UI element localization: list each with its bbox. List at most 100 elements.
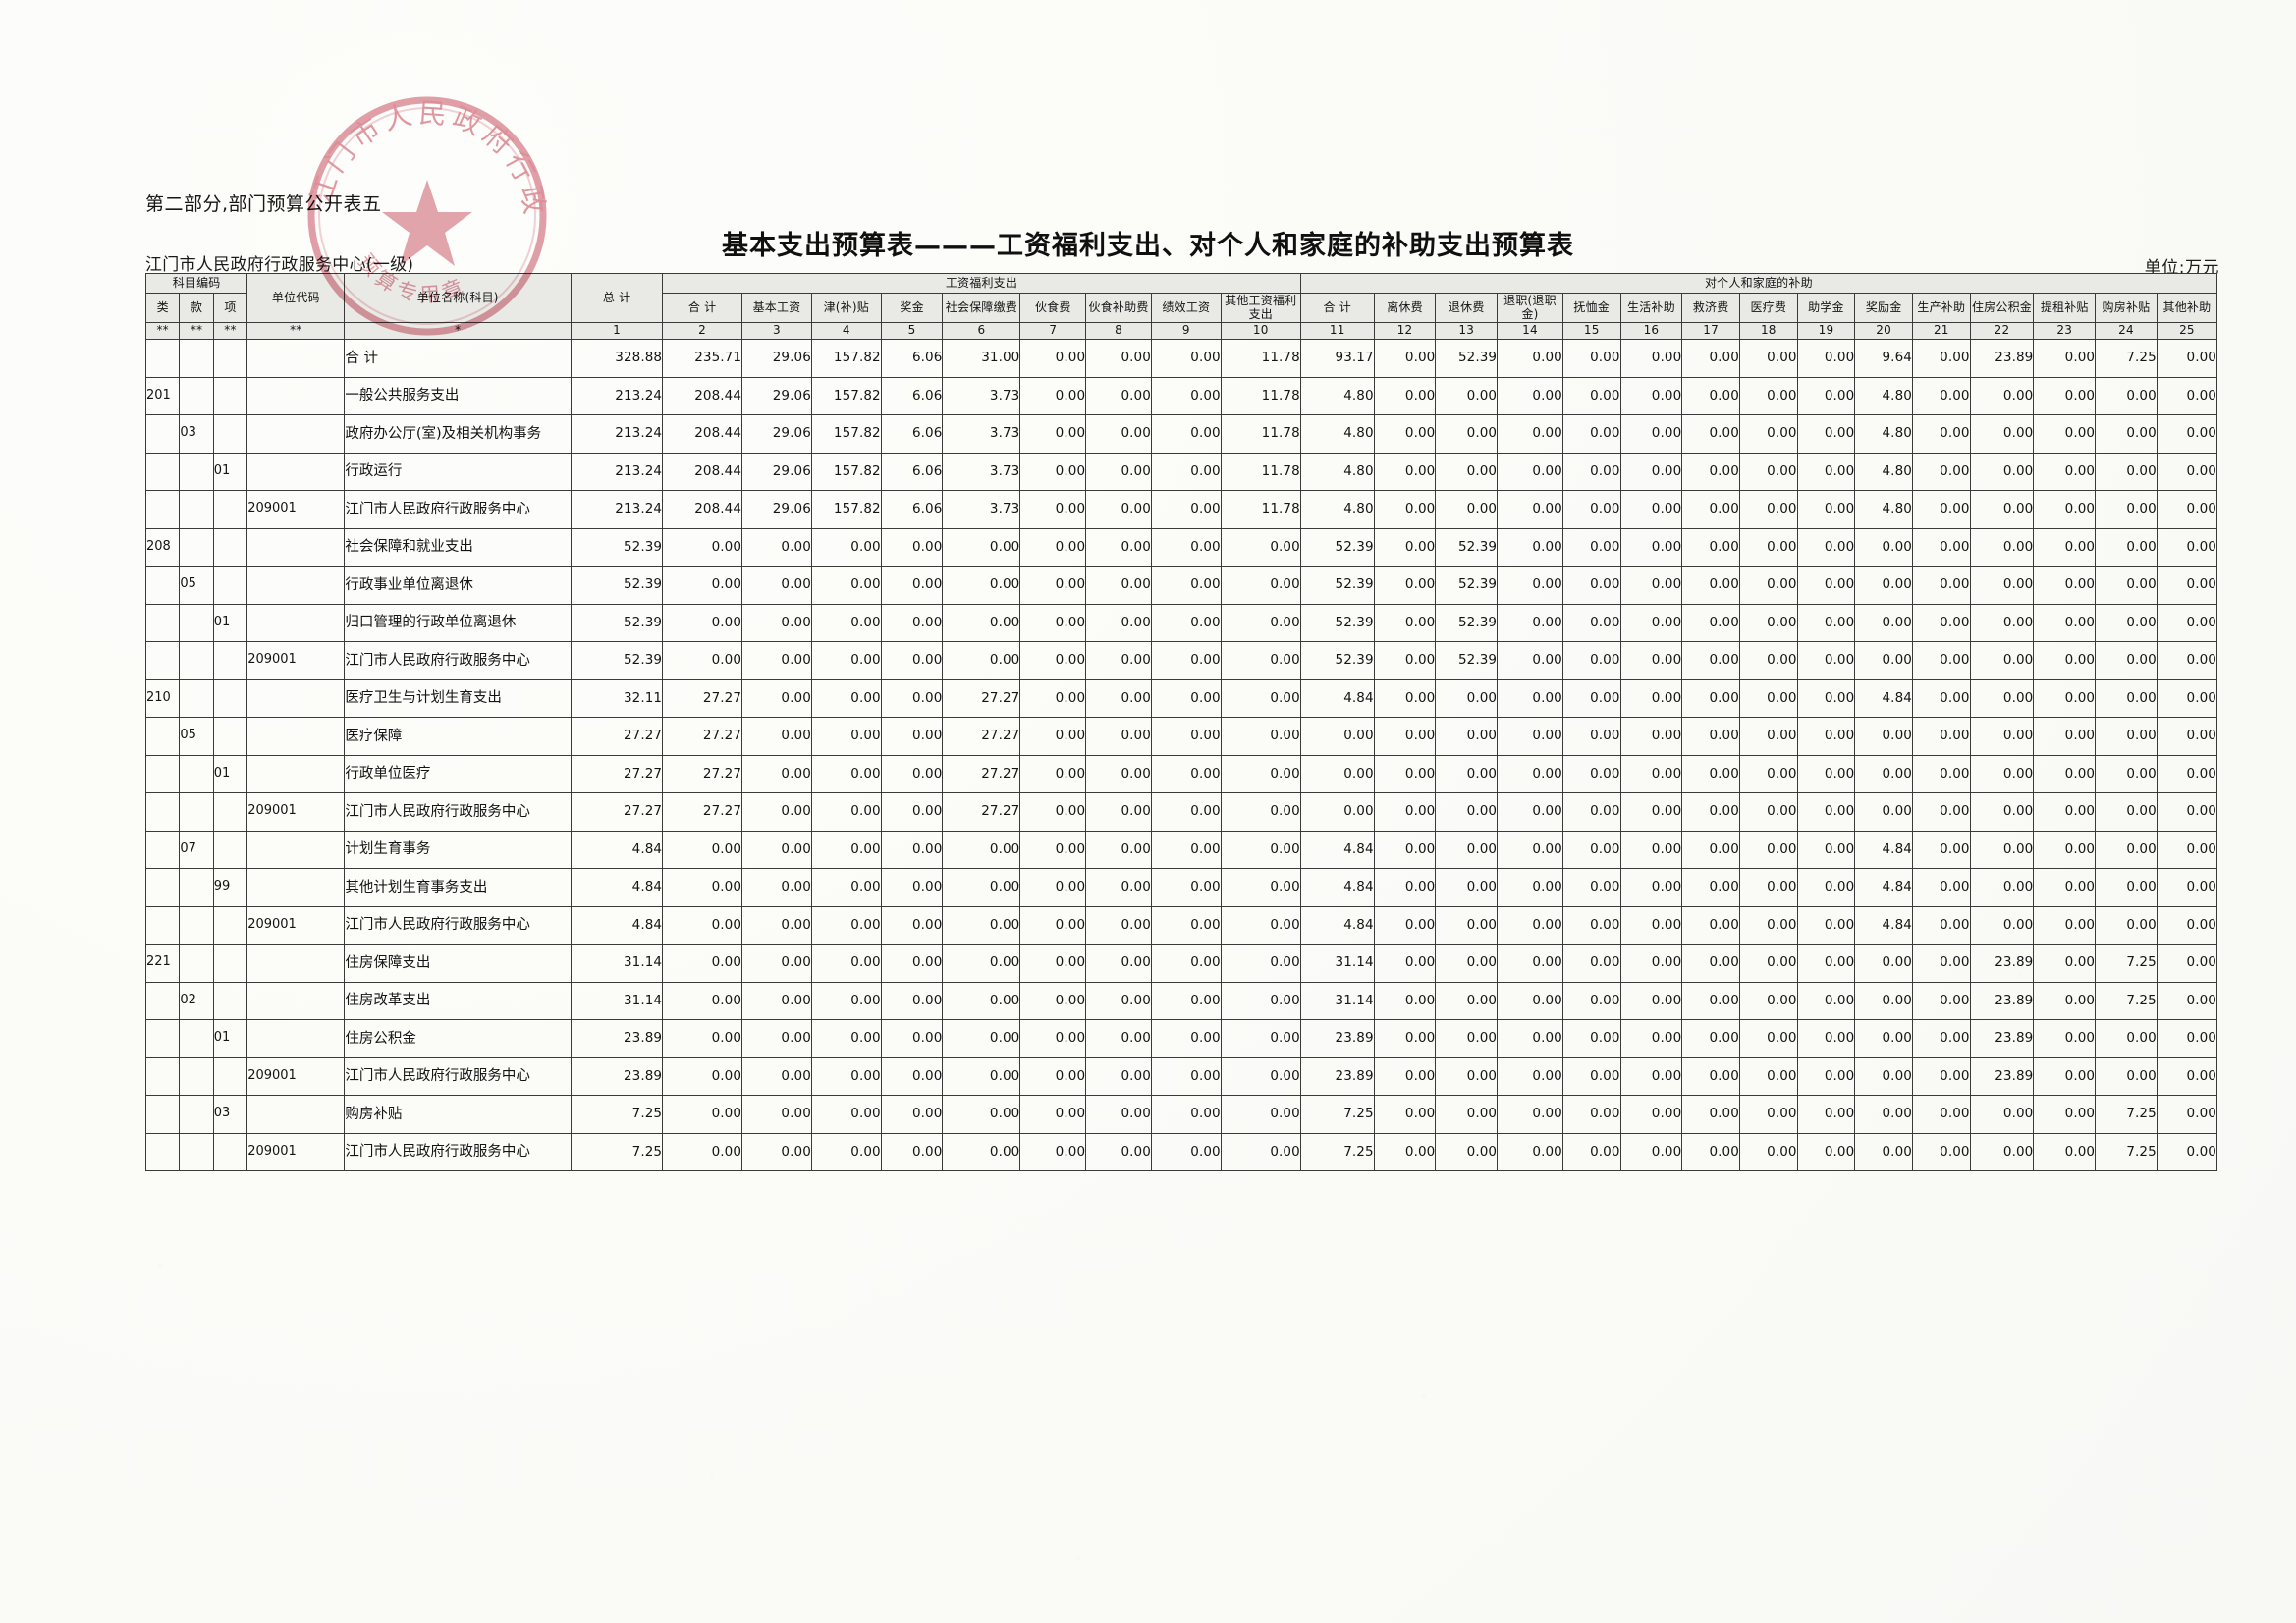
cell-value-col-15: 0.00 <box>1561 678 1621 718</box>
cell-value-col-19: 0.00 <box>1796 641 1856 680</box>
cell-value-col-2: 0.00 <box>662 566 743 605</box>
table-row: 209001 江门市人民政府行政服务中心 23.89 0.00 0.00 0.00 0.00… <box>144 1056 2218 1096</box>
cell-value-col-1: 213.24 <box>571 414 664 454</box>
cell-value-col-22: 0.00 <box>1969 1095 2035 1134</box>
table-row: 221 住房保障支出 31.14 0.00 0.00 0.00 0.00 0.00 0.00 0.… <box>144 944 2218 983</box>
cell-value-col-16: 0.00 <box>1619 754 1683 793</box>
cell-lei: 221 <box>144 944 181 983</box>
cell-value-col-12: 0.00 <box>1373 868 1437 907</box>
cell-value-col-16: 0.00 <box>1619 603 1683 642</box>
cell-value-col-24: 7.25 <box>2095 944 2158 983</box>
cell-value-col-6: 0.00 <box>942 603 1021 642</box>
header-retirement-lixiu: 离休费 <box>1373 293 1437 323</box>
cell-value-col-12: 0.00 <box>1373 717 1437 756</box>
cell-value-col-21: 0.00 <box>1911 1056 1971 1096</box>
cell-value-col-9: 0.00 <box>1150 339 1222 378</box>
cell-value-col-6: 0.00 <box>942 1095 1021 1134</box>
cell-value-col-23: 0.00 <box>2033 981 2097 1020</box>
cell-value-col-10: 0.00 <box>1220 1056 1301 1096</box>
cell-value-col-11: 52.39 <box>1299 641 1375 680</box>
cell-value-col-20: 0.00 <box>1854 527 1913 567</box>
cell-value-col-6: 0.00 <box>942 1056 1021 1096</box>
cell-value-col-2: 27.27 <box>662 792 743 832</box>
cell-value-col-13: 52.39 <box>1435 527 1499 567</box>
cell-value-col-21: 0.00 <box>1911 981 1971 1020</box>
cell-value-col-24: 0.00 <box>2095 527 2158 567</box>
cell-value-col-25: 0.00 <box>2156 452 2218 491</box>
cell-value-col-24: 7.25 <box>2095 981 2158 1020</box>
cell-value-col-16: 0.00 <box>1619 944 1683 983</box>
cell-value-col-8: 0.00 <box>1085 414 1152 454</box>
cell-value-col-18: 0.00 <box>1738 566 1798 605</box>
cell-value-col-14: 0.00 <box>1497 641 1563 680</box>
cell-value-col-7: 0.00 <box>1019 1132 1087 1171</box>
header-medical-fee: 医疗费 <box>1738 293 1798 323</box>
cell-item-name: 江门市人民政府行政服务中心 <box>344 490 573 529</box>
cell-value-col-17: 0.00 <box>1681 868 1740 907</box>
header-award-fund: 奖励金 <box>1854 293 1913 323</box>
header-total: 总 计 <box>571 273 664 323</box>
cell-value-col-23: 0.00 <box>2033 603 2097 642</box>
cell-value-col-24: 0.00 <box>2095 490 2158 529</box>
cell-value-col-4: 157.82 <box>810 414 882 454</box>
cell-value-col-7: 0.00 <box>1019 1056 1087 1096</box>
cell-value-col-19: 0.00 <box>1796 376 1856 415</box>
cell-lei <box>144 868 181 907</box>
cell-lei <box>144 792 181 832</box>
cell-value-col-15: 0.00 <box>1561 944 1621 983</box>
cell-value-col-19: 0.00 <box>1796 868 1856 907</box>
cell-unit-code <box>246 376 346 415</box>
cell-value-col-7: 0.00 <box>1019 1095 1087 1134</box>
cell-value-col-4: 0.00 <box>810 678 882 718</box>
cell-value-col-22: 0.00 <box>1969 905 2035 945</box>
cell-value-col-6: 0.00 <box>942 641 1021 680</box>
cell-value-col-17: 0.00 <box>1681 1019 1740 1058</box>
cell-value-col-6: 0.00 <box>942 1132 1021 1171</box>
cell-value-col-21: 0.00 <box>1911 603 1971 642</box>
cell-value-col-2: 0.00 <box>662 905 743 945</box>
cell-value-col-15: 0.00 <box>1561 792 1621 832</box>
cell-value-col-7: 0.00 <box>1019 376 1087 415</box>
cell-value-col-22: 0.00 <box>1969 641 2035 680</box>
marker-kuan: ** <box>179 322 214 340</box>
cell-value-col-20: 0.00 <box>1854 1019 1913 1058</box>
cell-value-col-2: 0.00 <box>662 527 743 567</box>
cell-lei: 208 <box>144 527 181 567</box>
cell-lei <box>144 717 181 756</box>
cell-lei: 210 <box>144 678 181 718</box>
cell-value-col-3: 0.00 <box>741 603 812 642</box>
cell-value-col-18: 0.00 <box>1738 641 1798 680</box>
cell-value-col-13: 0.00 <box>1435 830 1499 869</box>
cell-value-col-21: 0.00 <box>1911 868 1971 907</box>
cell-value-col-21: 0.00 <box>1911 1132 1971 1171</box>
cell-value-col-12: 0.00 <box>1373 414 1437 454</box>
cell-unit-code <box>246 678 346 718</box>
cell-value-col-16: 0.00 <box>1619 868 1683 907</box>
cell-value-col-6: 0.00 <box>942 527 1021 567</box>
cell-value-col-7: 0.00 <box>1019 339 1087 378</box>
cell-value-col-11: 7.25 <box>1299 1132 1375 1171</box>
cell-value-col-4: 0.00 <box>810 792 882 832</box>
cell-value-col-8: 0.00 <box>1085 376 1152 415</box>
cell-value-col-18: 0.00 <box>1738 414 1798 454</box>
cell-value-col-14: 0.00 <box>1497 905 1563 945</box>
cell-value-col-8: 0.00 <box>1085 792 1152 832</box>
cell-lei <box>144 414 181 454</box>
cell-value-col-19: 0.00 <box>1796 452 1856 491</box>
cell-unit-code: 209001 <box>246 792 346 832</box>
header-scholarship: 助学金 <box>1796 293 1856 323</box>
cell-value-col-13: 52.39 <box>1435 603 1499 642</box>
colnum-10: 10 <box>1220 322 1301 340</box>
cell-value-col-16: 0.00 <box>1619 792 1683 832</box>
cell-value-col-7: 0.00 <box>1019 717 1087 756</box>
cell-value-col-23: 0.00 <box>2033 1095 2097 1134</box>
cell-value-col-16: 0.00 <box>1619 717 1683 756</box>
cell-value-col-20: 4.84 <box>1854 905 1913 945</box>
cell-value-col-18: 0.00 <box>1738 452 1798 491</box>
cell-value-col-23: 0.00 <box>2033 1132 2097 1171</box>
table-row: 05 行政事业单位离退休 52.39 0.00 0.00 0.00 0.00 0.00 0.00… <box>144 566 2218 605</box>
cell-value-col-20: 0.00 <box>1854 1095 1913 1134</box>
cell-value-col-25: 0.00 <box>2156 944 2218 983</box>
cell-value-col-15: 0.00 <box>1561 603 1621 642</box>
cell-value-col-23: 0.00 <box>2033 414 2097 454</box>
